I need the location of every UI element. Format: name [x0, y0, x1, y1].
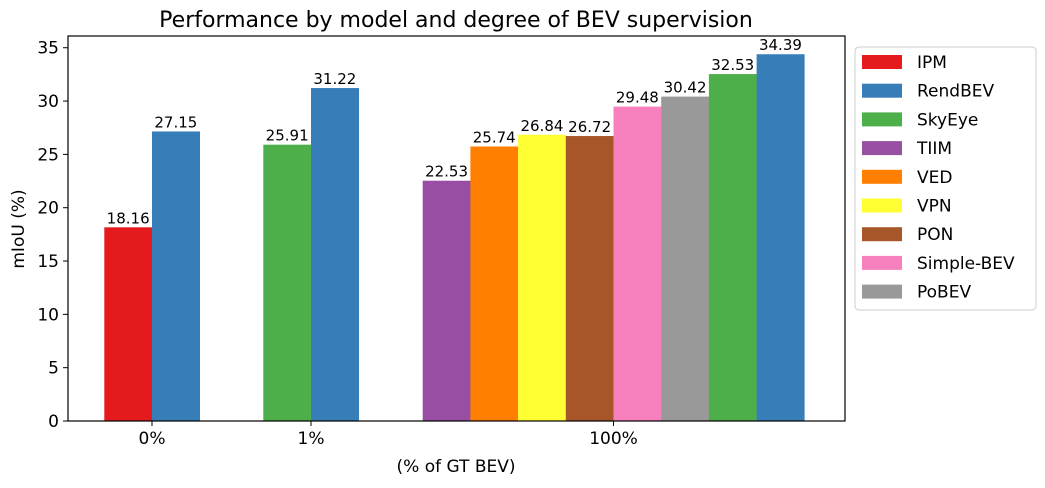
bar-value-label: 18.16 [107, 209, 150, 227]
legend-label: SkyEye [917, 110, 978, 130]
bar-value-label: 31.22 [313, 70, 356, 88]
bar-100pct-simple-bev [613, 106, 662, 421]
x-tick-label: 100% [589, 429, 638, 449]
y-tick-label: 20 [37, 199, 59, 219]
legend-label: VED [917, 168, 952, 188]
legend-swatch-pobev [862, 284, 902, 299]
y-tick-label: 0 [48, 412, 59, 432]
plot-frame [67, 35, 846, 422]
y-tick-label: 30 [37, 92, 59, 112]
legend-swatch-simple-bev [862, 255, 902, 270]
legend-label: PON [917, 225, 953, 245]
bar-value-label: 26.72 [568, 118, 611, 136]
y-tick-label: 5 [48, 359, 59, 379]
bar-value-label: 26.84 [520, 117, 563, 135]
x-axis-label: (% of GT BEV) [397, 457, 516, 477]
bar-value-label: 29.48 [616, 89, 659, 107]
y-tick-label: 10 [37, 305, 59, 325]
legend-swatch-pon [862, 227, 902, 242]
y-axis-label: mIoU (%) [9, 189, 29, 268]
y-tick-label: 35 [37, 39, 59, 59]
legend-swatch-rendbev [862, 83, 902, 98]
ticks: 0% 1% 100% 0 5 10 15 20 25 30 35 [37, 39, 637, 449]
legend-swatch-tiim [862, 141, 902, 156]
bar-0pct-ipm [104, 227, 153, 421]
bar-100pct-rendbev [756, 54, 805, 421]
bar-100pct-pon [565, 136, 614, 421]
bar-100pct-vpn [518, 134, 567, 421]
bar-value-label: 27.15 [154, 113, 197, 131]
legend-label: IPM [917, 53, 947, 73]
legend-swatch-skyeye [862, 112, 902, 127]
bar-value-label: 22.53 [425, 163, 468, 181]
bar-1pct-skyeye [263, 144, 312, 422]
bar-value-label: 25.74 [473, 128, 516, 146]
legend-swatch-vpn [862, 198, 902, 213]
legend: IPM RendBEV SkyEye TIIM VED VPN PON Simple-BEV P… [854, 46, 1037, 311]
bar-1pct-rendbev [311, 88, 359, 422]
legend-label: PoBEV [917, 283, 971, 303]
bar-100pct-ved [470, 146, 519, 421]
x-tick-label: 1% [298, 429, 325, 449]
bar-100pct-skyeye [708, 74, 757, 421]
legend-swatch-ipm [862, 55, 902, 69]
bar-0pct-rendbev [152, 131, 200, 421]
bar-value-label: 32.53 [711, 56, 754, 74]
legend-label: Simple-BEV [917, 254, 1015, 274]
x-tick-label: 0% [139, 429, 166, 449]
y-tick-label: 15 [37, 252, 59, 272]
bar-value-label: 25.91 [266, 127, 309, 145]
bar-100pct-tiim [422, 180, 471, 421]
legend-label: VPN [917, 197, 952, 217]
legend-label: TIIM [916, 139, 952, 159]
bar-value-label: 34.39 [759, 36, 802, 54]
legend-swatch-ved [862, 169, 902, 184]
y-tick-label: 25 [37, 145, 59, 165]
bar-value-label: 30.42 [664, 79, 707, 97]
chart-title: Performance by model and degree of BEV s… [159, 8, 753, 33]
legend-label: RendBEV [917, 82, 994, 102]
bar-100pct-pobev [661, 96, 710, 422]
